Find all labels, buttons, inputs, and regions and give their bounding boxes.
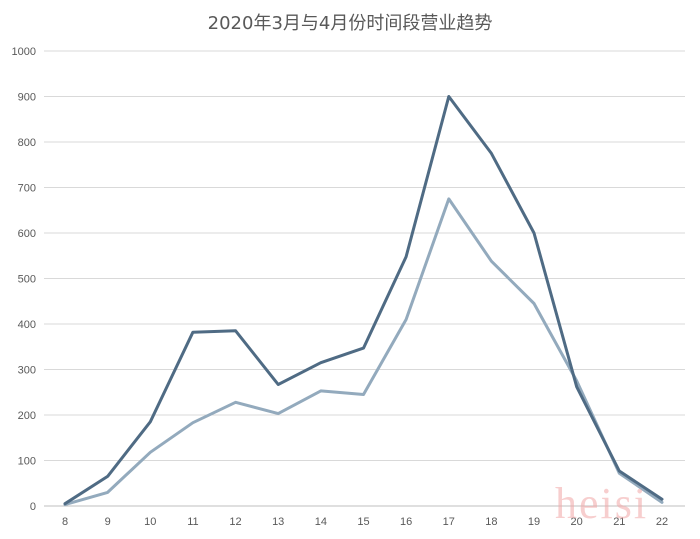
watermark-text: heisi [555,479,649,528]
series-line-1 [63,95,664,506]
x-tick-label: 11 [187,516,198,528]
y-tick-label: 100 [18,456,36,468]
x-tick-label: 21 [613,516,625,528]
y-tick-label: 700 [18,183,36,195]
chart-title: 2020年3月与4月份时间段营业趋势 [207,13,493,34]
y-tick-label: 600 [18,228,36,240]
x-tick-label: 20 [571,516,583,528]
y-tick-label: 800 [18,137,36,149]
y-tick-label: 1000 [12,46,36,58]
x-tick-label: 10 [144,516,156,528]
x-tick-label: 22 [656,516,668,528]
x-tick-label: 18 [485,516,497,528]
y-tick-label: 400 [18,319,36,331]
x-tick-label: 15 [357,516,369,528]
x-tick-label: 8 [62,516,68,528]
y-tick-label: 300 [18,365,36,377]
series-line-2 [63,197,664,507]
x-tick-label: 13 [272,516,284,528]
x-tick-label: 17 [443,516,455,528]
y-tick-label: 200 [18,410,36,422]
y-tick-label: 900 [18,92,36,104]
x-tick-label: 14 [315,516,327,528]
x-tick-label: 9 [105,516,111,528]
x-tick-label: 12 [229,516,241,528]
x-tick-label: 19 [528,516,540,528]
x-tick-label: 16 [400,516,412,528]
y-tick-label: 0 [30,501,36,513]
y-tick-label: 500 [18,274,36,286]
